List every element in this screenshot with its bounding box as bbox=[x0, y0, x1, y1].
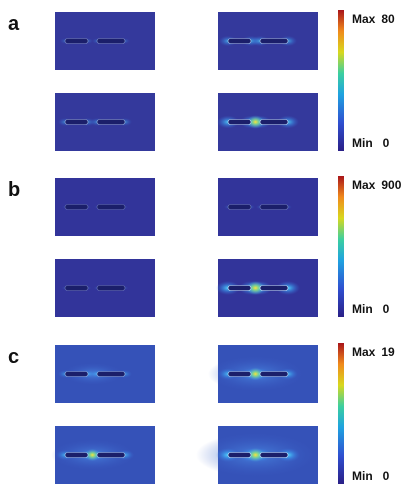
panel-label: c bbox=[8, 346, 19, 368]
slot bbox=[96, 204, 126, 210]
colorbar bbox=[338, 10, 344, 151]
max-value: 900 bbox=[381, 178, 401, 192]
min-label: Min bbox=[352, 302, 373, 316]
slot bbox=[96, 38, 126, 44]
hotspot bbox=[246, 448, 265, 462]
colorbar-max: Max 80 bbox=[352, 12, 395, 26]
colorbar-max: Max 19 bbox=[352, 345, 395, 359]
slot bbox=[64, 371, 89, 377]
slot bbox=[96, 371, 126, 377]
colorbar bbox=[338, 343, 344, 484]
slot bbox=[96, 119, 126, 125]
field-map bbox=[218, 178, 318, 236]
field-map bbox=[217, 93, 318, 151]
field-map bbox=[55, 259, 155, 317]
colorbar-min: Min 0 bbox=[352, 469, 390, 483]
panel: c Max 19 Min 0 bbox=[8, 343, 395, 484]
panel: b Max 900 Min 0 bbox=[8, 176, 402, 317]
slot bbox=[96, 285, 126, 291]
field-map bbox=[55, 93, 155, 151]
slot bbox=[259, 204, 289, 210]
field-map bbox=[51, 426, 155, 484]
slot bbox=[64, 452, 89, 458]
slot bbox=[259, 452, 289, 458]
max-value: 80 bbox=[381, 12, 395, 26]
slot bbox=[227, 371, 252, 377]
colorbar-min: Min 0 bbox=[352, 302, 390, 316]
slot bbox=[96, 452, 126, 458]
slot bbox=[64, 38, 89, 44]
slot bbox=[259, 38, 289, 44]
field-map bbox=[218, 12, 318, 70]
min-value: 0 bbox=[383, 136, 390, 150]
field-map bbox=[196, 426, 318, 484]
min-value: 0 bbox=[383, 302, 390, 316]
panels: a Max 80 Min 0 b Max 900 Min 0 c Max 19 Min 0 bbox=[8, 10, 402, 484]
min-label: Min bbox=[352, 469, 373, 483]
slot bbox=[259, 285, 289, 291]
min-label: Min bbox=[352, 136, 373, 150]
max-value: 19 bbox=[381, 345, 395, 359]
colorbar-max: Max 900 bbox=[352, 178, 402, 192]
hotspot bbox=[246, 281, 265, 295]
slot bbox=[227, 119, 252, 125]
field-map bbox=[55, 12, 155, 70]
slot bbox=[64, 204, 89, 210]
field-map bbox=[216, 259, 318, 317]
max-label: Max bbox=[352, 178, 376, 192]
slot bbox=[227, 452, 252, 458]
slot bbox=[64, 285, 89, 291]
slot bbox=[259, 119, 289, 125]
colorbar-min: Min 0 bbox=[352, 136, 390, 150]
slot bbox=[227, 204, 252, 210]
slot bbox=[227, 38, 252, 44]
hotspot bbox=[85, 448, 100, 462]
colorbar bbox=[338, 176, 344, 317]
min-value: 0 bbox=[383, 469, 390, 483]
panel: a Max 80 Min 0 bbox=[8, 10, 395, 151]
field-map bbox=[55, 345, 155, 403]
hotspot bbox=[247, 367, 264, 381]
hotspot bbox=[247, 115, 264, 129]
slot bbox=[259, 371, 289, 377]
field-map bbox=[55, 178, 155, 236]
max-label: Max bbox=[352, 12, 376, 26]
slot bbox=[64, 119, 89, 125]
max-label: Max bbox=[352, 345, 376, 359]
panel-label: b bbox=[8, 179, 20, 201]
panel-label: a bbox=[8, 13, 20, 35]
slot bbox=[227, 285, 252, 291]
field-map bbox=[208, 345, 318, 403]
